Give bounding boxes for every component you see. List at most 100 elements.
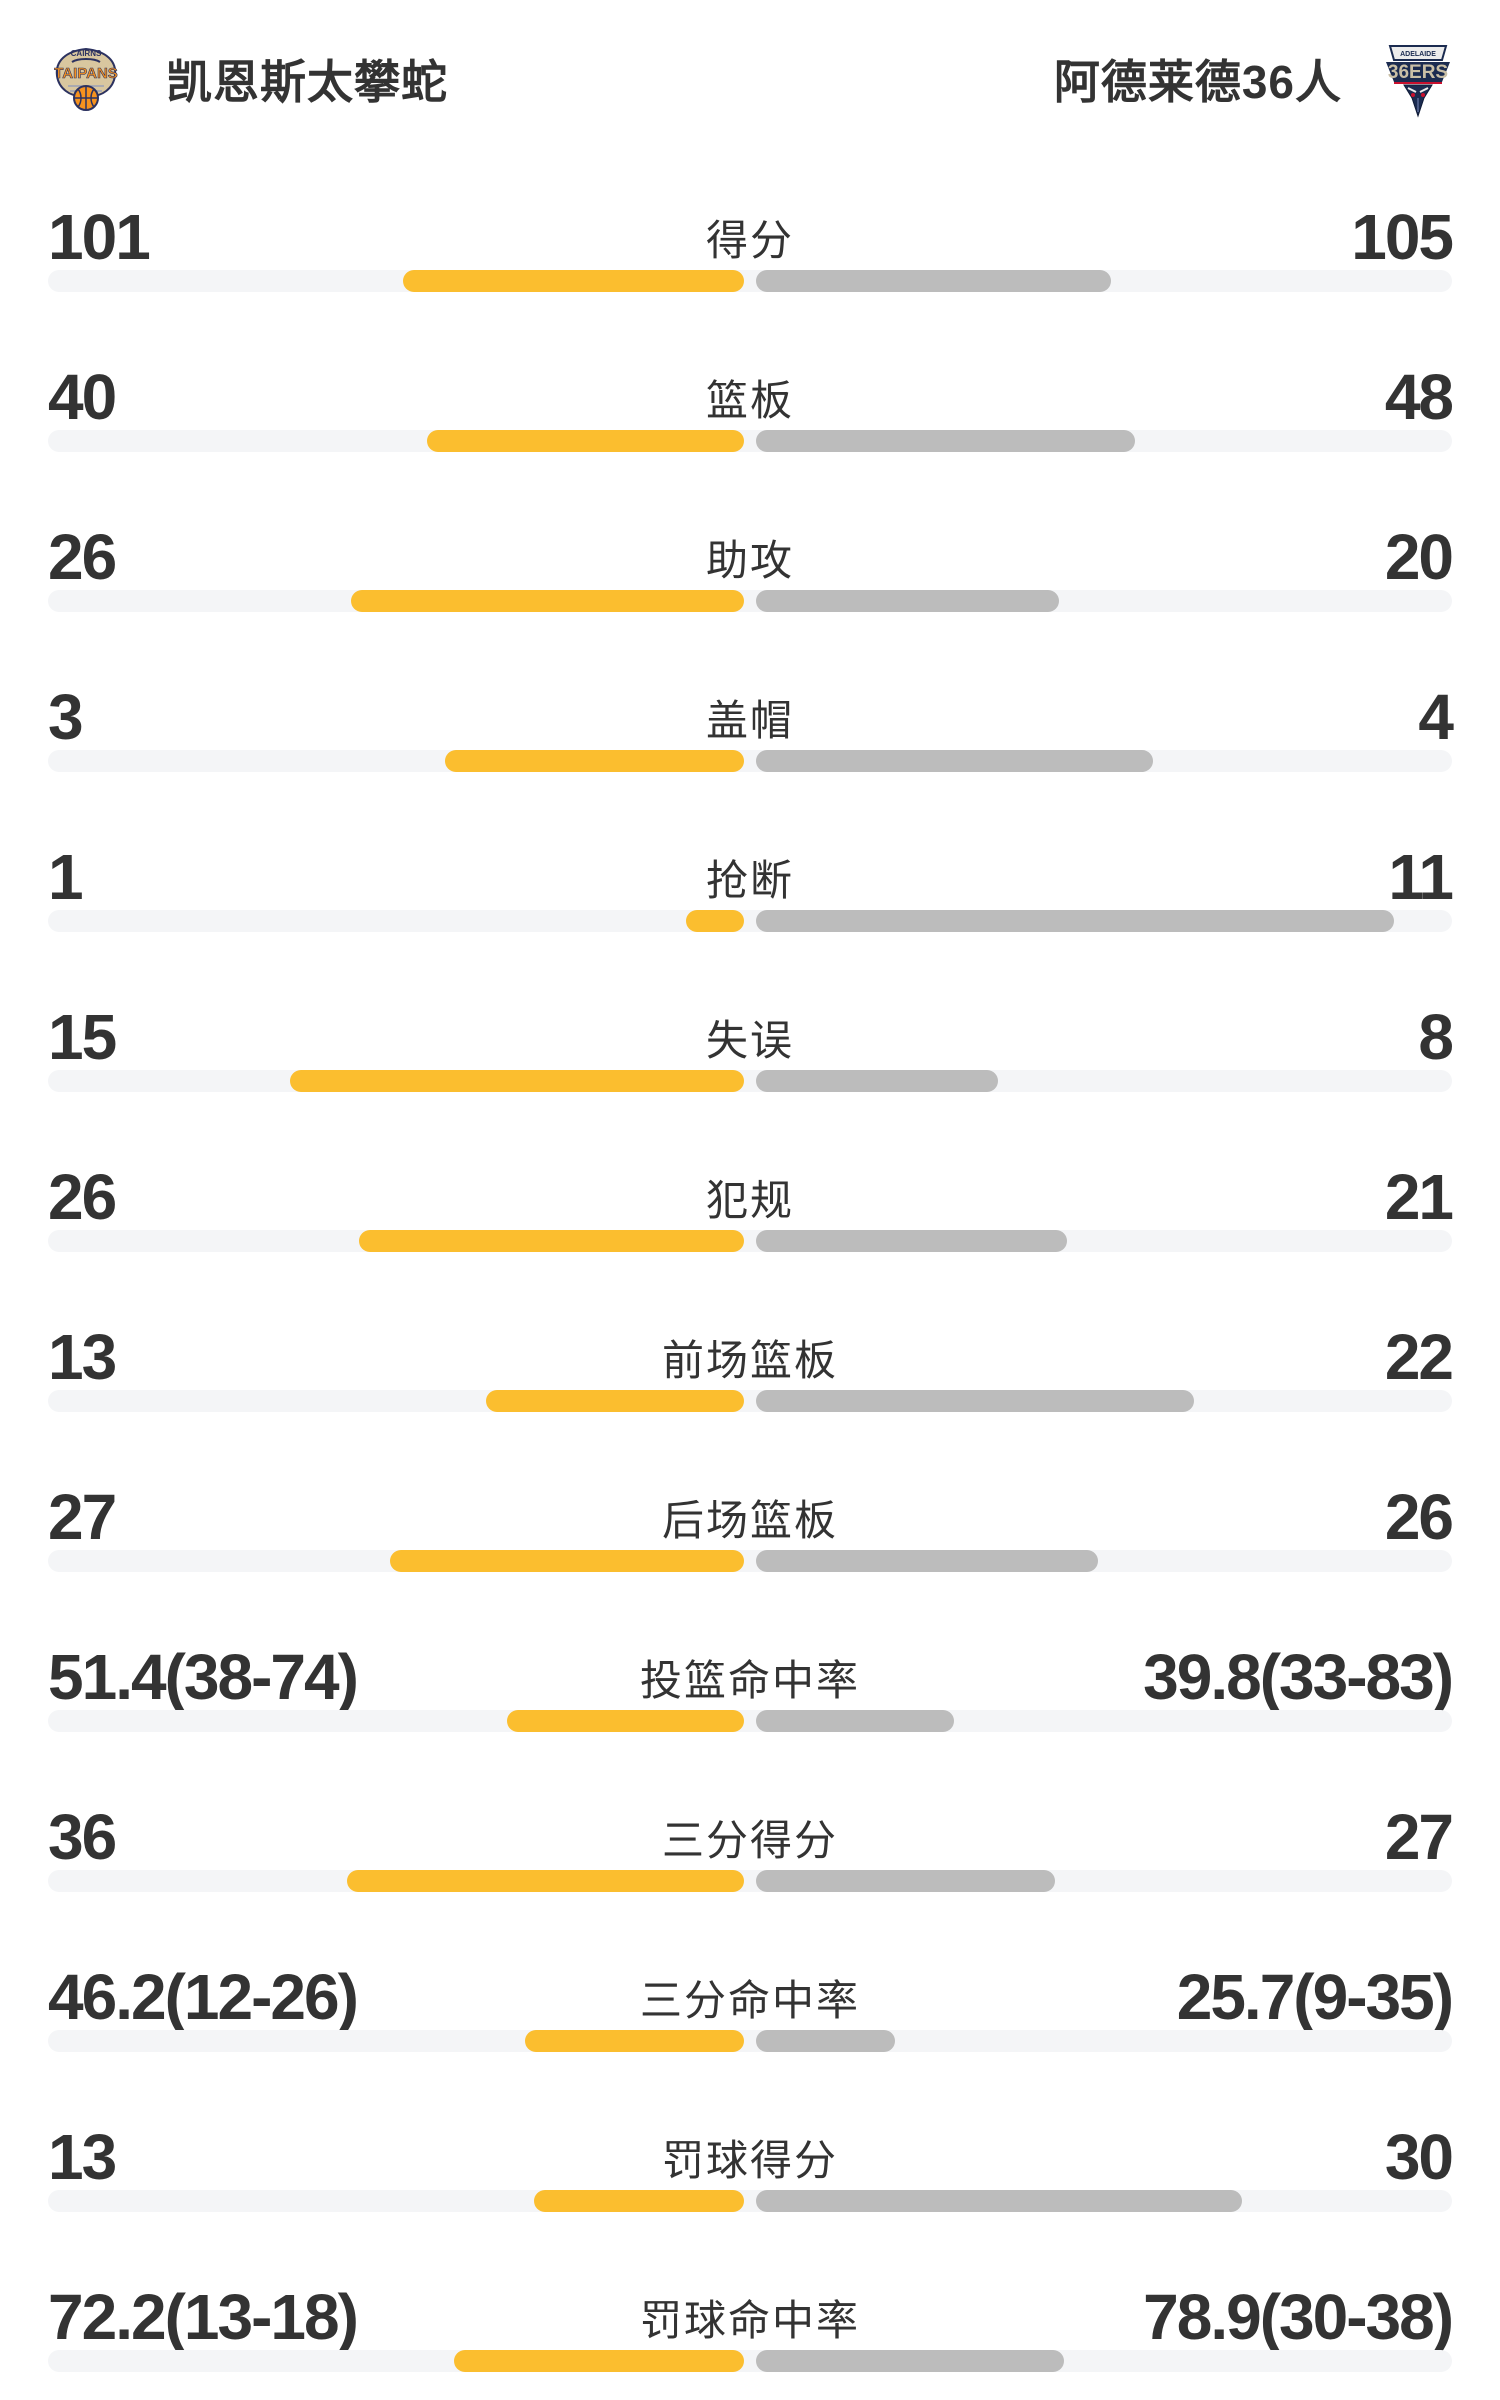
stat-label: 前场篮板 — [661, 1336, 838, 1384]
home-value: 3 — [48, 681, 84, 753]
home-value: 40 — [48, 361, 117, 433]
home-bar — [485, 1390, 744, 1412]
stat-track — [48, 1550, 1452, 1572]
stat-label: 三分命中率 — [639, 1976, 860, 2024]
stat-track — [48, 2350, 1452, 2372]
away-bar — [756, 1710, 955, 1732]
stat-row: 40 篮板 48 — [0, 318, 1500, 478]
stat-label: 罚球得分 — [661, 2136, 838, 2184]
away-bar — [756, 1550, 1098, 1572]
stat-row: 51.4(38-74) 投篮命中率 39.8(33-83) — [0, 1598, 1500, 1758]
away-value: 27 — [1384, 1801, 1454, 1873]
stat-track — [48, 1230, 1452, 1252]
stat-row: 46.2(12-26) 三分命中率 25.7(9-35) — [0, 1918, 1500, 2078]
svg-text:36ERS: 36ERS — [1388, 62, 1448, 83]
away-bar — [756, 2030, 895, 2052]
away-bar — [756, 1390, 1194, 1412]
home-bar — [290, 1070, 744, 1092]
stat-label: 抢断 — [705, 856, 794, 904]
away-value: 30 — [1384, 2121, 1454, 2193]
home-value: 46.2(12-26) — [48, 1961, 359, 2033]
stat-track — [48, 1870, 1452, 1892]
stat-track — [48, 2030, 1452, 2052]
home-bar — [346, 1870, 744, 1892]
home-bar — [445, 750, 744, 772]
home-bar — [389, 1550, 744, 1572]
stat-track — [48, 1390, 1452, 1412]
home-team-name: 凯恩斯太攀蛇 — [166, 56, 448, 108]
home-bar — [686, 910, 744, 932]
home-bar — [533, 2190, 744, 2212]
stat-row: 26 犯规 21 — [0, 1118, 1500, 1278]
stat-row: 3 盖帽 4 — [0, 638, 1500, 798]
stat-row: 101 得分 105 — [0, 158, 1500, 318]
stat-row: 26 助攻 20 — [0, 478, 1500, 638]
away-value: 26 — [1384, 1481, 1454, 1553]
adelaide-36ers-logo-icon: ADELAIDE 36ERS — [1386, 45, 1450, 118]
stat-track — [48, 590, 1452, 612]
away-value: 11 — [1388, 841, 1454, 913]
away-value: 105 — [1351, 201, 1454, 273]
away-bar — [756, 2350, 1064, 2372]
away-value: 39.8(33-83) — [1143, 1641, 1454, 1713]
svg-text:TAIPANS: TAIPANS — [54, 65, 118, 82]
home-value: 36 — [48, 1801, 117, 1873]
away-bar — [756, 1070, 999, 1092]
away-bar — [756, 1230, 1068, 1252]
stat-track — [48, 750, 1452, 772]
away-value: 48 — [1384, 361, 1454, 433]
away-team[interactable]: ADELAIDE 36ERS 阿德莱德36人 — [1054, 0, 1452, 158]
stat-track — [48, 430, 1452, 452]
stat-row: 1 抢断 11 — [0, 798, 1500, 958]
home-value: 72.2(13-18) — [48, 2281, 359, 2353]
home-value: 13 — [48, 2121, 117, 2193]
away-value: 4 — [1418, 681, 1454, 753]
home-value: 15 — [48, 1001, 117, 1073]
stat-label: 投篮命中率 — [639, 1656, 860, 1704]
stat-row: 27 后场篮板 26 — [0, 1438, 1500, 1598]
away-bar — [756, 430, 1136, 452]
away-value: 78.9(30-38) — [1143, 2281, 1454, 2353]
stat-row: 15 失误 8 — [0, 958, 1500, 1118]
svg-text:CAIRNS: CAIRNS — [71, 49, 102, 58]
stat-row: 72.2(13-18) 罚球命中率 78.9(30-38) — [0, 2238, 1500, 2398]
home-value: 26 — [48, 521, 117, 593]
stat-track — [48, 1070, 1452, 1092]
match-header: CAIRNS TAIPANS 凯恩斯太攀蛇 ADELAIDE 36ERS 阿德莱… — [0, 0, 1500, 158]
home-value: 51.4(38-74) — [48, 1641, 359, 1713]
home-value: 1 — [48, 841, 84, 913]
stat-track — [48, 1710, 1452, 1732]
stat-row: 13 罚球得分 30 — [0, 2078, 1500, 2238]
away-bar — [756, 590, 1059, 612]
home-value: 27 — [48, 1481, 117, 1553]
away-value: 20 — [1384, 521, 1454, 593]
away-bar — [756, 2190, 1242, 2212]
away-value: 25.7(9-35) — [1176, 1961, 1454, 2033]
stat-row: 13 前场篮板 22 — [0, 1278, 1500, 1438]
away-team-name: 阿德莱德36人 — [1053, 56, 1342, 108]
stat-track — [48, 2190, 1452, 2212]
home-team[interactable]: CAIRNS TAIPANS 凯恩斯太攀蛇 — [48, 0, 448, 158]
stat-label: 罚球命中率 — [639, 2296, 860, 2344]
stat-track — [48, 910, 1452, 932]
away-bar — [756, 750, 1154, 772]
stat-label: 助攻 — [705, 536, 794, 584]
stat-row: 36 三分得分 27 — [0, 1758, 1500, 1918]
home-value: 13 — [48, 1321, 117, 1393]
home-bar — [427, 430, 744, 452]
home-value: 101 — [48, 201, 151, 273]
home-bar — [524, 2030, 744, 2052]
home-bar — [454, 2350, 744, 2372]
away-bar — [756, 910, 1395, 932]
away-bar — [756, 270, 1111, 292]
home-value: 26 — [48, 1161, 117, 1233]
stat-label: 得分 — [705, 216, 794, 264]
stat-label: 后场篮板 — [661, 1496, 838, 1544]
home-bar — [359, 1230, 744, 1252]
away-value: 21 — [1384, 1161, 1454, 1233]
away-bar — [756, 1870, 1055, 1892]
home-bar — [402, 270, 744, 292]
taipans-logo-icon: CAIRNS TAIPANS — [54, 47, 118, 111]
stat-label: 犯规 — [705, 1176, 794, 1224]
stat-label: 三分得分 — [661, 1816, 838, 1864]
